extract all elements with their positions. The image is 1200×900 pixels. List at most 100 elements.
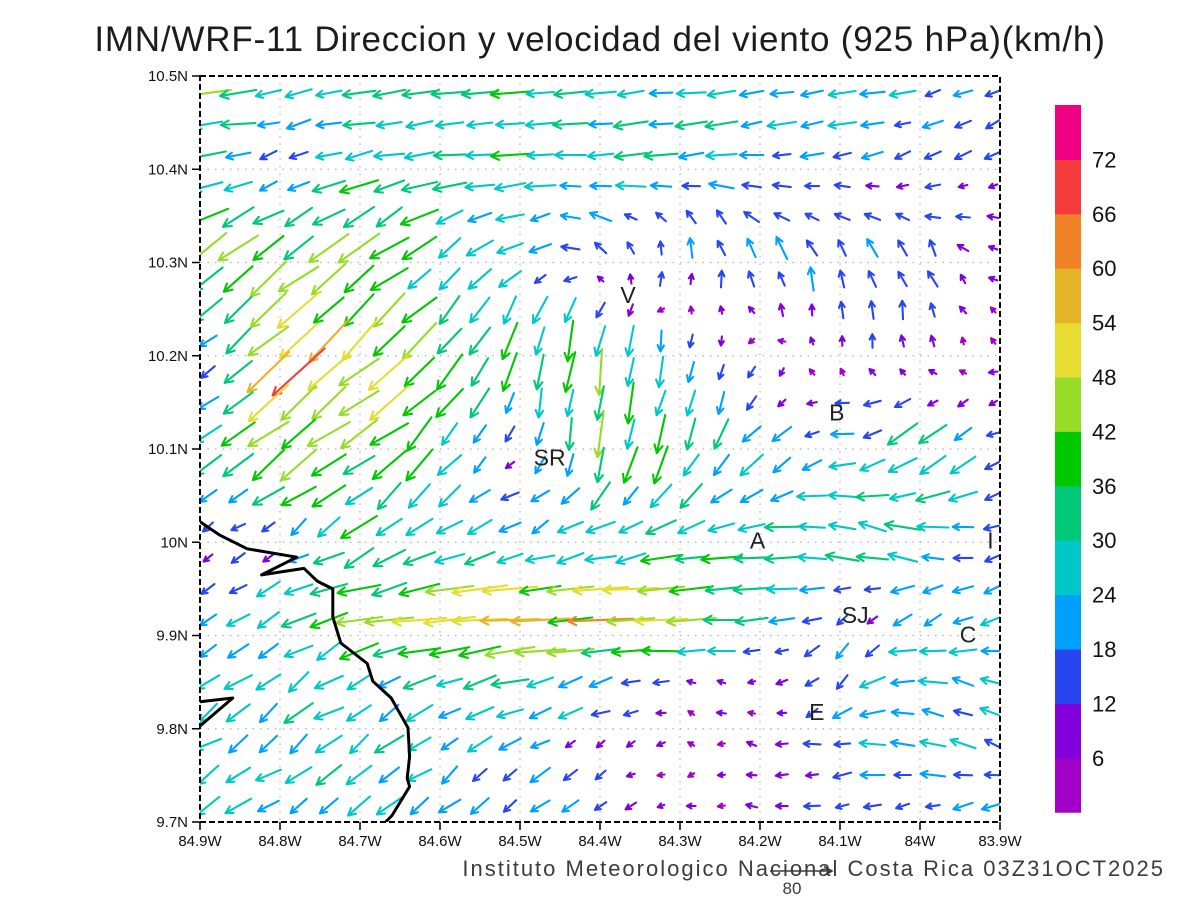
wind-arrow bbox=[747, 678, 757, 686]
wind-arrow bbox=[988, 399, 998, 407]
wind-arrow bbox=[373, 179, 406, 194]
wind-arrow bbox=[316, 641, 342, 661]
wind-arrow bbox=[921, 119, 944, 130]
wind-arrow bbox=[918, 423, 948, 445]
wind-arrow bbox=[467, 268, 493, 290]
colorbar-label: 48 bbox=[1092, 365, 1116, 390]
x-tick-label: 84.1W bbox=[818, 833, 862, 850]
wind-arrow bbox=[338, 179, 380, 195]
wind-arrow bbox=[405, 448, 434, 482]
wind-arrow bbox=[283, 702, 314, 724]
wind-arrow bbox=[704, 584, 739, 595]
colorbar: 6 12 18 24 30 36 42 48 54 60 66 72 bbox=[1055, 105, 1116, 813]
wind-arrow bbox=[772, 151, 792, 160]
wind-arrow bbox=[716, 740, 726, 748]
wind-arrow bbox=[678, 151, 705, 161]
wind-arrow bbox=[858, 738, 887, 749]
wind-arrow bbox=[372, 548, 407, 568]
colorbar-label: 12 bbox=[1092, 691, 1116, 716]
wind-arrow bbox=[685, 802, 697, 810]
wind-arrow bbox=[590, 481, 611, 511]
wind-arrow bbox=[471, 767, 488, 783]
wind-arrow bbox=[406, 768, 433, 782]
wind-arrow bbox=[777, 337, 787, 345]
wind-arrow bbox=[951, 585, 975, 595]
wind-arrow bbox=[409, 796, 430, 816]
wind-arrow bbox=[777, 302, 786, 318]
wind-arrow bbox=[312, 551, 345, 566]
wind-arrow bbox=[887, 551, 919, 563]
wind-arrow bbox=[668, 585, 714, 596]
wind-arrow bbox=[402, 674, 437, 691]
wind-arrow bbox=[593, 409, 605, 459]
wind-arrow bbox=[921, 707, 945, 718]
wind-arrow bbox=[200, 181, 224, 193]
wind-arrow bbox=[224, 151, 252, 161]
wind-arrow bbox=[947, 490, 979, 503]
wind-arrow bbox=[254, 768, 282, 782]
wind-arrow bbox=[686, 678, 697, 686]
wind-arrow bbox=[987, 182, 999, 190]
wind-arrow bbox=[685, 360, 696, 384]
wind-arrow bbox=[375, 206, 403, 228]
wind-arrow bbox=[430, 88, 469, 99]
wind-arrow bbox=[221, 206, 255, 228]
wind-arrow bbox=[464, 181, 496, 192]
wind-arrow bbox=[835, 674, 849, 690]
wind-arrow bbox=[368, 236, 410, 260]
wind-arrow bbox=[655, 211, 667, 223]
wind-arrow bbox=[957, 182, 969, 190]
wind-arrow bbox=[675, 88, 707, 99]
wind-arrow bbox=[252, 209, 285, 226]
wind-arrow bbox=[656, 771, 666, 779]
wind-arrow bbox=[626, 241, 636, 255]
wind-arrow bbox=[733, 553, 770, 564]
wind-arrow bbox=[862, 802, 882, 811]
wind-arrow bbox=[700, 553, 743, 565]
wind-vectors bbox=[200, 88, 1000, 817]
wind-arrow bbox=[803, 802, 821, 811]
wind-arrow bbox=[436, 327, 463, 355]
wind-arrow bbox=[288, 150, 309, 161]
wind-arrow bbox=[315, 89, 343, 99]
wind-arrow bbox=[985, 430, 1000, 438]
wind-arrow bbox=[289, 797, 308, 815]
wind-arrow bbox=[656, 329, 665, 353]
wind-arrow bbox=[682, 453, 700, 477]
wind-arrow bbox=[247, 325, 290, 357]
wind-arrow bbox=[285, 118, 312, 131]
wind-arrow bbox=[979, 616, 1000, 627]
wind-arrow bbox=[808, 303, 816, 317]
wind-arrow bbox=[765, 584, 798, 595]
wind-arrow bbox=[979, 676, 1000, 685]
footer-caption: Instituto Meteorologico Nacional Costa R… bbox=[462, 856, 1165, 881]
wind-arrow bbox=[837, 300, 846, 320]
wind-arrow bbox=[526, 676, 555, 689]
wind-arrow bbox=[287, 671, 310, 693]
wind-arrow bbox=[827, 490, 857, 501]
wind-arrow bbox=[504, 425, 516, 443]
wind-arrow bbox=[652, 678, 670, 687]
wind-arrow bbox=[428, 646, 471, 659]
wind-arrow bbox=[837, 239, 847, 257]
wind-arrow bbox=[340, 514, 378, 540]
wind-arrow bbox=[679, 483, 703, 509]
wind-arrow bbox=[989, 306, 997, 314]
wind-arrow bbox=[252, 234, 285, 262]
y-tick-label: 10.1N bbox=[148, 441, 188, 458]
wind-arrow bbox=[623, 381, 635, 425]
wind-arrow bbox=[372, 88, 407, 100]
wind-arrow bbox=[431, 181, 468, 193]
wind-arrow bbox=[839, 367, 846, 377]
wind-arrow bbox=[200, 266, 224, 291]
wind-arrow bbox=[525, 88, 555, 99]
wind-arrow bbox=[838, 335, 846, 347]
wind-arrow bbox=[710, 488, 733, 504]
wind-arrow bbox=[406, 416, 433, 452]
wind-arrow bbox=[716, 771, 726, 779]
wind-arrow bbox=[441, 422, 459, 446]
wind-arrow bbox=[715, 209, 727, 225]
wind-arrow bbox=[686, 237, 695, 259]
x-tick-label: 84W bbox=[905, 833, 937, 850]
colorbar-label: 6 bbox=[1092, 746, 1104, 771]
